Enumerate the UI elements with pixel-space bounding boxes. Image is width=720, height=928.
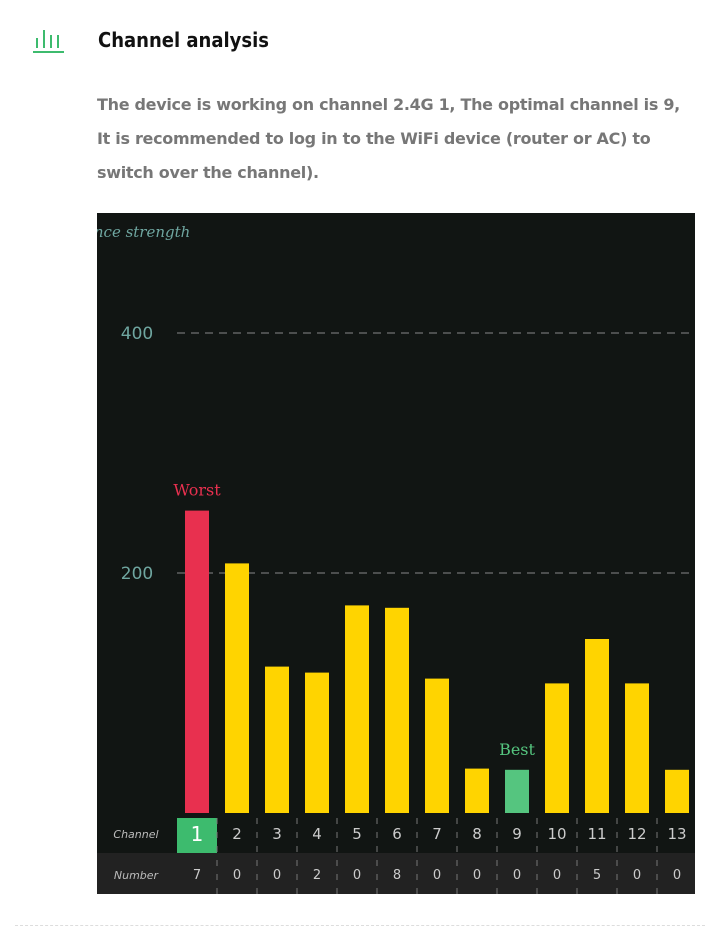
channel-label: 1 bbox=[191, 822, 204, 846]
channel-row-label: Channel bbox=[113, 828, 158, 841]
worst-label: Worst bbox=[173, 481, 221, 500]
channel-count: 0 bbox=[353, 868, 361, 883]
bar-chart-icon bbox=[33, 30, 64, 53]
y-tick-label: 200 bbox=[121, 564, 153, 584]
channel-label: 9 bbox=[512, 825, 522, 843]
bar-channel-2 bbox=[225, 563, 249, 813]
bar-channel-10 bbox=[545, 683, 569, 813]
channel-label: 8 bbox=[472, 825, 482, 843]
bar-channel-3 bbox=[265, 666, 289, 813]
bar-channel-12 bbox=[625, 683, 649, 813]
channel-label: 12 bbox=[627, 825, 646, 843]
channel-chart: ence strength 200 400 1 7 Worst 2 0 3 0 4 2 5 0 6 8 7 0 8 0… bbox=[97, 213, 695, 894]
channel-count: 7 bbox=[193, 868, 201, 883]
bar-channel-9 bbox=[505, 769, 529, 813]
y-axis-label: ence strength bbox=[97, 223, 190, 241]
number-row-label: Number bbox=[114, 869, 160, 882]
channel-count: 8 bbox=[393, 868, 401, 883]
channel-count: 0 bbox=[513, 868, 521, 883]
best-label: Best bbox=[499, 740, 535, 759]
bar-channel-5 bbox=[345, 605, 369, 813]
channel-count: 0 bbox=[233, 868, 241, 883]
divider bbox=[15, 925, 705, 926]
y-tick-label: 400 bbox=[121, 324, 153, 344]
channel-label: 13 bbox=[667, 825, 686, 843]
bar-channel-7 bbox=[425, 678, 449, 813]
channel-label: 3 bbox=[272, 825, 282, 843]
current-channel-highlight bbox=[177, 818, 217, 853]
bar-channel-6 bbox=[385, 607, 409, 813]
channel-label: 4 bbox=[312, 825, 322, 843]
channel-label: 5 bbox=[352, 825, 362, 843]
channel-count: 5 bbox=[593, 868, 601, 883]
bar-channel-11 bbox=[585, 639, 609, 813]
channel-label: 6 bbox=[392, 825, 402, 843]
channel-count: 0 bbox=[473, 868, 481, 883]
channel-label: 2 bbox=[232, 825, 242, 843]
bar-channel-8 bbox=[465, 768, 489, 813]
channel-label: 10 bbox=[547, 825, 566, 843]
channel-label: 7 bbox=[432, 825, 442, 843]
number-row-background bbox=[97, 853, 695, 894]
channel-count: 0 bbox=[433, 868, 441, 883]
channel-label: 11 bbox=[587, 825, 606, 843]
channel-count: 0 bbox=[273, 868, 281, 883]
channel-count: 2 bbox=[313, 868, 321, 883]
channel-count: 0 bbox=[673, 868, 681, 883]
channel-count: 0 bbox=[553, 868, 561, 883]
bar-channel-13 bbox=[665, 769, 689, 813]
page-title: Channel analysis bbox=[98, 28, 269, 52]
bar-channel-1 bbox=[185, 510, 209, 813]
channel-count: 0 bbox=[633, 868, 641, 883]
channel-description: The device is working on channel 2.4G 1,… bbox=[97, 95, 680, 182]
bar-channel-4 bbox=[305, 672, 329, 813]
